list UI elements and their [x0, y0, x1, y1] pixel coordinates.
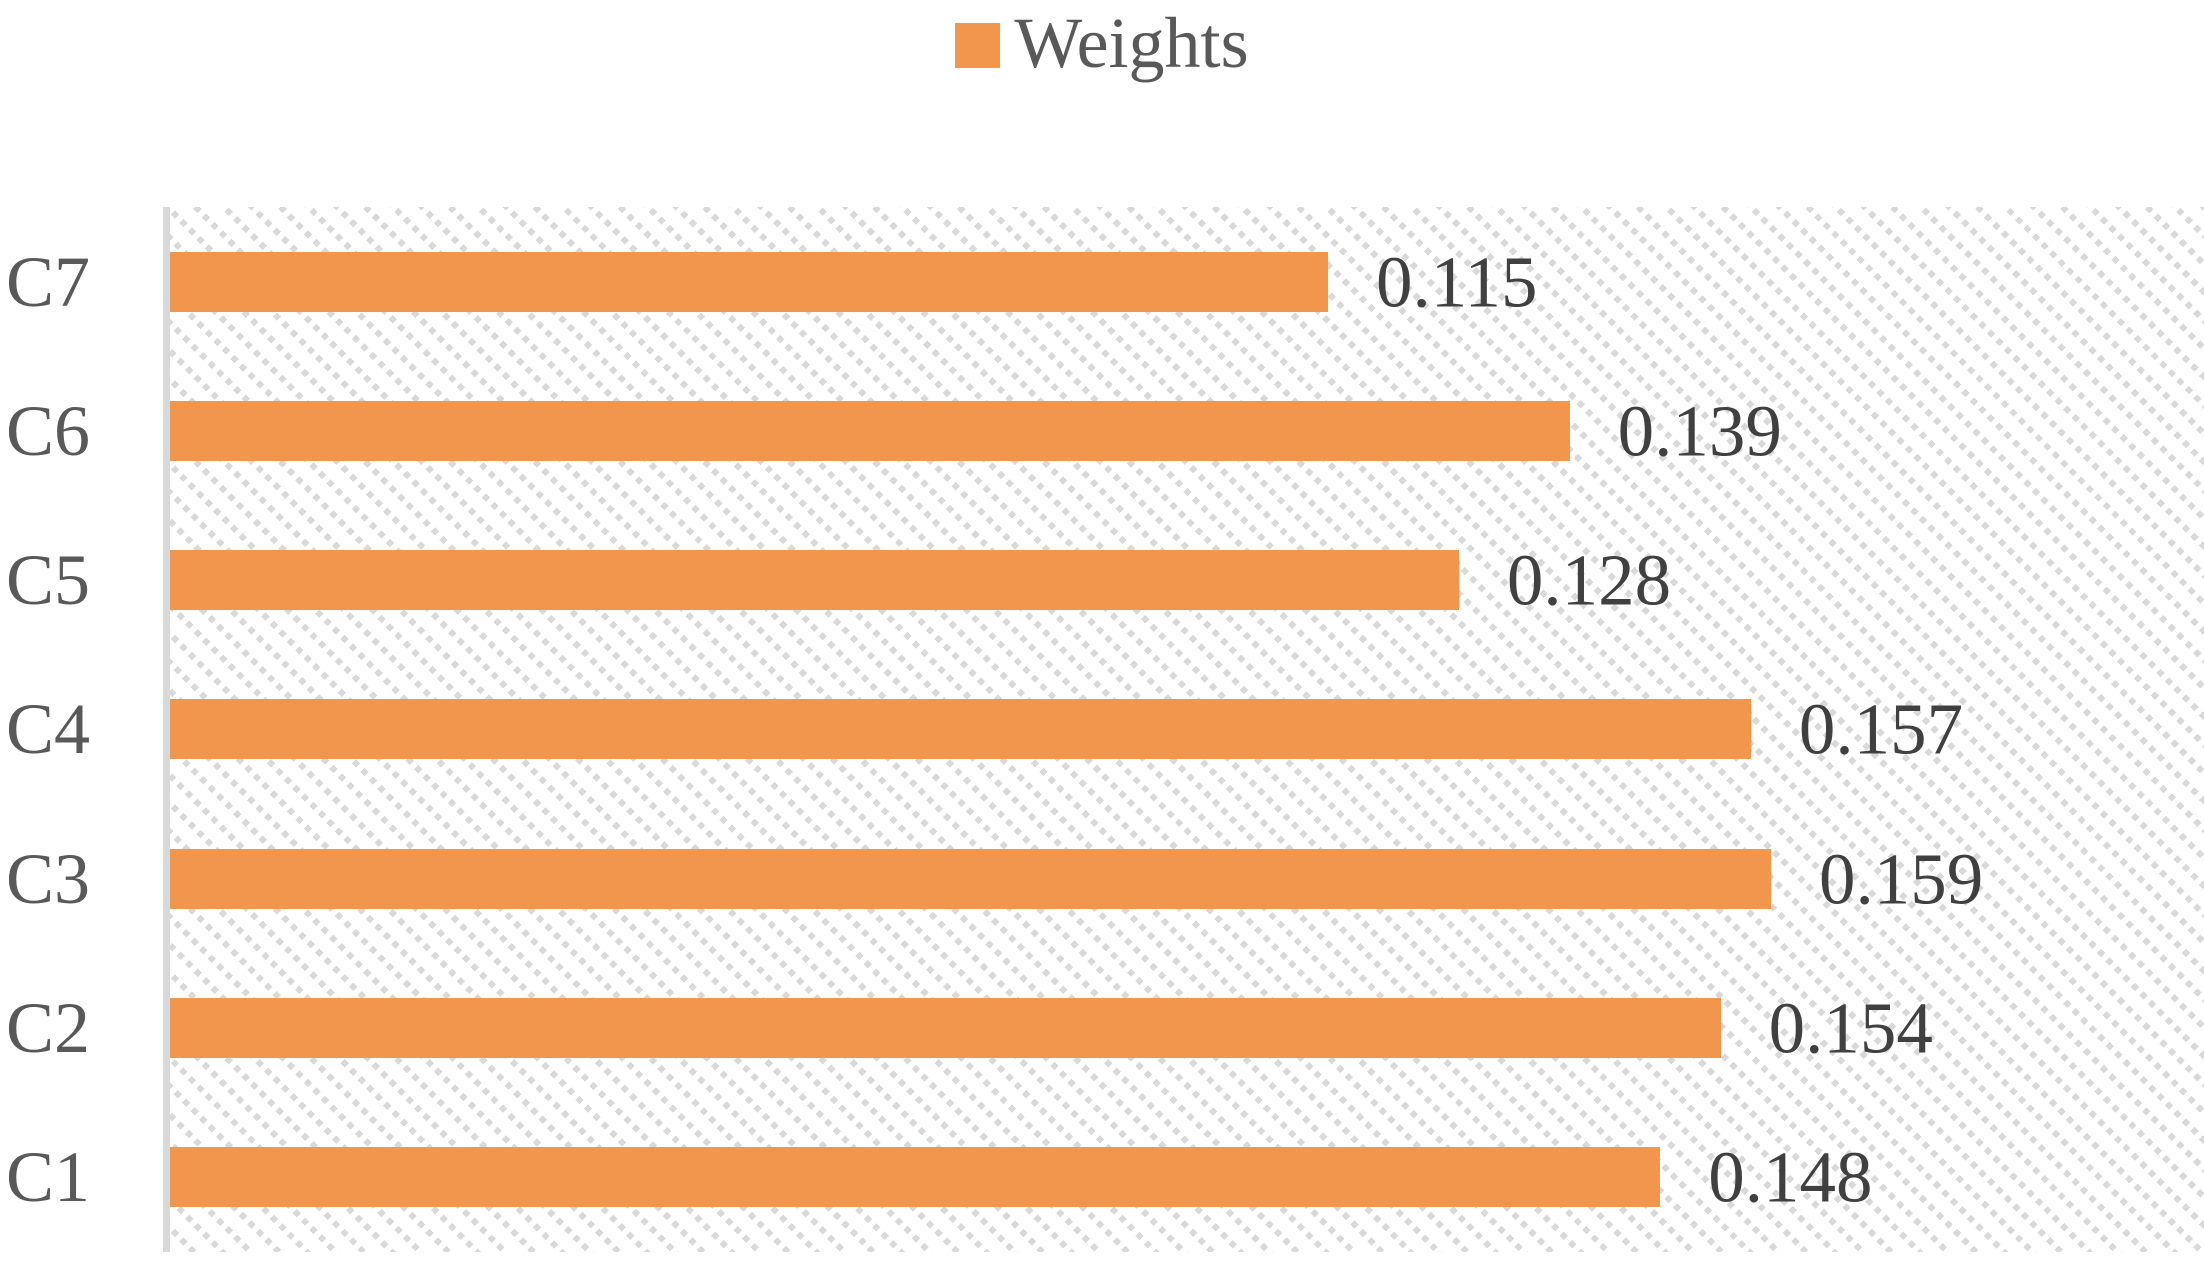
category-label-c5: C5: [6, 540, 91, 621]
value-label-c1: 0.148: [1708, 1136, 1873, 1218]
bar-track-c2: 0.154: [170, 953, 2204, 1102]
category-label-c1: C1: [6, 1137, 91, 1218]
value-label-c5: 0.128: [1506, 539, 1672, 621]
bar-track-c1: 0.148: [170, 1103, 2204, 1252]
legend-weights-label: Weights: [1014, 3, 1249, 83]
bar-c4: 0.157: [170, 693, 1963, 766]
chart-area: C7 0.115 C6 0.139 C5 0.128 C4 0.157 C3 0.159 C2 0.1…: [0, 207, 2204, 1252]
bar-track-c6: 0.139: [170, 356, 2204, 505]
category-label-c3: C3: [6, 838, 91, 919]
category-label-c7: C7: [6, 241, 91, 322]
bar-c1: 0.148: [170, 1141, 1873, 1214]
value-label-c7: 0.115: [1375, 241, 1538, 323]
bar-row-c3: C3 0.159: [0, 804, 2204, 953]
bar-c6: 0.139: [170, 394, 1782, 467]
bar-c3: 0.159: [170, 842, 1983, 915]
bar-rows: C7 0.115 C6 0.139 C5 0.128 C4 0.157 C3 0.159 C2 0.1…: [0, 207, 2204, 1252]
bar-c5: 0.128: [170, 544, 1671, 617]
bar-track-c3: 0.159: [170, 804, 2204, 953]
value-label-c6: 0.139: [1617, 390, 1782, 472]
bar-row-c4: C4 0.157: [0, 655, 2204, 804]
value-label-c3: 0.159: [1819, 838, 1984, 920]
bar-track-c5: 0.128: [170, 506, 2204, 655]
bar-track-c4: 0.157: [170, 655, 2204, 804]
bar-track-c7: 0.115: [170, 207, 2204, 356]
bar-row-c2: C2 0.154: [0, 953, 2204, 1102]
legend-weights-swatch-icon: [955, 23, 1001, 69]
bar-c2: 0.154: [170, 992, 1933, 1065]
category-label-c4: C4: [6, 689, 91, 770]
value-label-c4: 0.157: [1798, 688, 1964, 770]
bar-row-c1: C1 0.148: [0, 1103, 2204, 1252]
bar-row-c5: C5 0.128: [0, 506, 2204, 655]
category-label-c2: C2: [6, 988, 91, 1069]
bar-c7: 0.115: [170, 245, 1538, 318]
value-label-c2: 0.154: [1768, 987, 1933, 1069]
chart-legend: Weights: [0, 3, 2204, 83]
bar-row-c7: C7 0.115: [0, 207, 2204, 356]
bar-row-c6: C6 0.139: [0, 356, 2204, 505]
category-label-c6: C6: [6, 390, 91, 471]
